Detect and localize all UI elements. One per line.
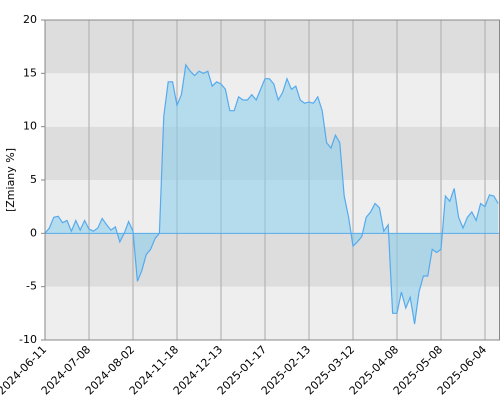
y-tick-label: 15 [23, 66, 37, 79]
y-tick-label: 20 [23, 13, 37, 26]
y-axis-label: [Zmiany %] [4, 148, 17, 212]
y-tick-label: 5 [30, 173, 37, 186]
y-tick-label: 10 [23, 120, 37, 133]
y-tick-label: -5 [26, 280, 37, 293]
plot-band [45, 286, 500, 340]
area-fill [45, 64, 499, 325]
y-tick-label: 0 [30, 226, 37, 239]
plot-band [45, 20, 500, 74]
y-tick-label: -10 [19, 333, 37, 346]
line [44, 63, 499, 325]
